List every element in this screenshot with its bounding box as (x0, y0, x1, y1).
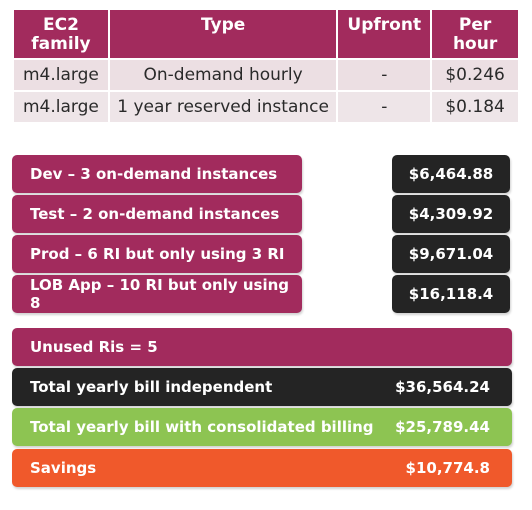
env-prod-label: Prod – 6 RI but only using 3 RI (12, 235, 302, 273)
cell-upfront: - (338, 92, 431, 122)
env-lob-app-label: LOB App – 10 RI but only using 8 (12, 275, 302, 313)
table-row: m4.large 1 year reserved instance - $0.1… (14, 92, 518, 122)
cell-type: On-demand hourly (109, 60, 337, 90)
unused-ris-bar: Unused Ris = 5 (12, 328, 512, 366)
total-independent-value: $36,564.24 (395, 378, 490, 396)
header-per-hour: Per hour (432, 10, 518, 58)
savings-bar: Savings $10,774.8 (12, 449, 512, 487)
pricing-table: EC2 family Type Upfront Per hour m4.larg… (12, 8, 520, 124)
env-dev-value: $6,464.88 (392, 155, 510, 193)
cell-upfront: - (338, 60, 431, 90)
header-ec2-family-line2: family (31, 34, 91, 54)
savings-label: Savings (30, 459, 97, 477)
total-independent-bar: Total yearly bill independent $36,564.24 (12, 368, 512, 406)
env-lob-app-value: $16,118.4 (392, 275, 510, 313)
env-dev-label: Dev – 3 on-demand instances (12, 155, 302, 193)
cell-per-hour: $0.246 (432, 60, 518, 90)
total-consolidated-value: $25,789.44 (395, 418, 490, 436)
header-upfront-line1: Upfront (347, 15, 422, 35)
savings-value: $10,774.8 (405, 459, 490, 477)
header-per-hour-line1: Per (458, 15, 492, 35)
header-ec2-family: EC2 family (14, 10, 108, 58)
header-ec2-family-line1: EC2 (42, 15, 79, 35)
env-test-value: $4,309.92 (392, 195, 510, 233)
env-test-label: Test – 2 on-demand instances (12, 195, 302, 233)
cell-family: m4.large (14, 60, 108, 90)
cell-family: m4.large (14, 92, 108, 122)
total-independent-label: Total yearly bill independent (30, 378, 273, 396)
unused-ris-label: Unused Ris = 5 (30, 338, 158, 356)
table-row: m4.large On-demand hourly - $0.246 (14, 60, 518, 90)
cell-per-hour: $0.184 (432, 92, 518, 122)
total-consolidated-label: Total yearly bill with consolidated bill… (30, 418, 374, 436)
cell-type: 1 year reserved instance (109, 92, 337, 122)
header-type-line1: Type (200, 15, 246, 35)
env-prod-value: $9,671.04 (392, 235, 510, 273)
header-per-hour-line2: hour (452, 34, 498, 54)
header-type: Type (109, 10, 337, 58)
total-consolidated-bar: Total yearly bill with consolidated bill… (12, 408, 512, 446)
pricing-table-header-row: EC2 family Type Upfront Per hour (14, 10, 518, 58)
header-upfront: Upfront (338, 10, 431, 58)
